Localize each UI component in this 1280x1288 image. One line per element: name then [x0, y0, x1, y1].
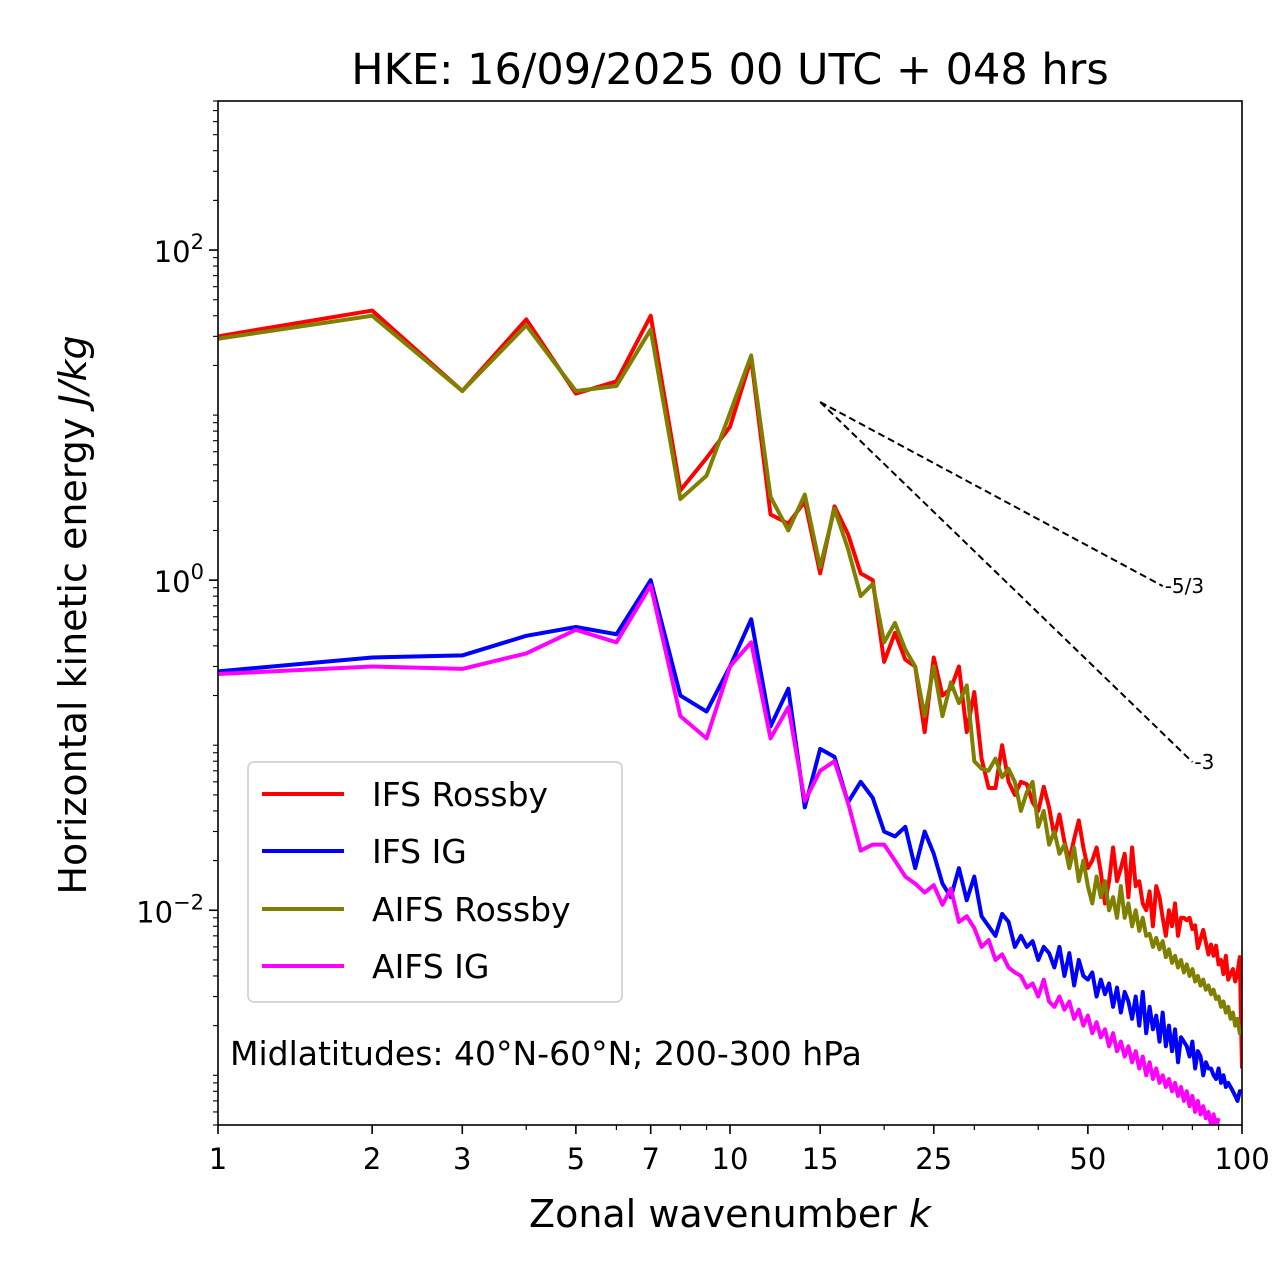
- minor-ticks: [213, 100, 1220, 1130]
- series-layer: [218, 308, 1242, 1125]
- legend: IFS Rossby IFS IG AIFS Rossby AIFS IG: [247, 761, 623, 1003]
- plot-frame: [217, 100, 1243, 1126]
- y-axis-title: Horizontal kinetic energy J/kg: [51, 335, 95, 894]
- slope-label-minus-three: -3: [1194, 750, 1214, 774]
- x-tick-label: 5: [567, 1142, 585, 1176]
- series-line-aifs-rossby: [218, 313, 1242, 1036]
- x-tick-label: 50: [1069, 1142, 1106, 1176]
- x-tick-labels: 1 2 3 5 7 10 15 25 50 100: [209, 1142, 1270, 1176]
- series-line-ifs-rossby: [218, 308, 1242, 1069]
- legend-label-aifs-rossby: AIFS Rossby: [372, 890, 571, 929]
- chart-title: HKE: 16/09/2025 00 UTC + 048 hrs: [351, 45, 1108, 95]
- reference-slope-line-1: [819, 401, 1194, 763]
- legend-box: [247, 761, 623, 1003]
- x-tick-label: 100: [1214, 1142, 1269, 1176]
- legend-label-aifs-ig: AIFS IG: [372, 947, 489, 986]
- x-tick-label: 1: [209, 1142, 227, 1176]
- y-tick-label: 102: [154, 230, 204, 269]
- x-tick-label: 10: [712, 1142, 749, 1176]
- y-tick-labels: 102 100 10−2: [136, 230, 204, 929]
- region-annotation: Midlatitudes: 40°N-60°N; 200-300 hPa: [230, 1034, 862, 1073]
- series-line-ifs-ig: [218, 578, 1242, 1103]
- y-tick-label: 100: [154, 560, 204, 599]
- x-tick-label: 3: [453, 1142, 471, 1176]
- x-tick-label: 25: [915, 1142, 952, 1176]
- legend-label-ifs-rossby: IFS Rossby: [372, 775, 548, 814]
- x-axis-title: Zonal wavenumber k: [529, 1192, 933, 1236]
- x-tick-label: 2: [363, 1142, 381, 1176]
- slope-label-five-thirds: -5/3: [1165, 574, 1204, 598]
- reference-slope-layer: [819, 401, 1194, 763]
- legend-label-ifs-ig: IFS IG: [372, 832, 467, 871]
- series-line-aifs-ig: [218, 583, 1221, 1125]
- x-tick-label: 7: [641, 1142, 659, 1176]
- reference-slope-line-0: [819, 401, 1164, 587]
- major-ticks: [209, 249, 1243, 1134]
- y-tick-label: 10−2: [136, 890, 204, 929]
- x-tick-label: 15: [802, 1142, 839, 1176]
